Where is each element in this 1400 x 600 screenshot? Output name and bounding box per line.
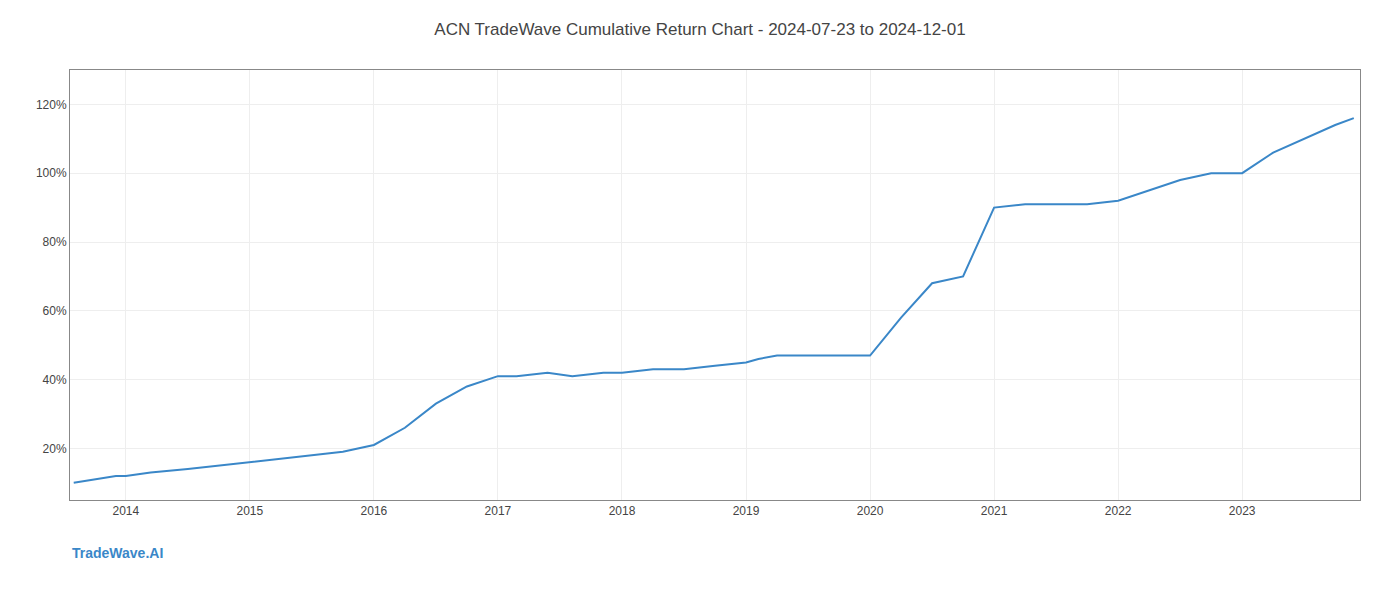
svg-text:2014: 2014 [112,504,139,518]
svg-text:2021: 2021 [981,504,1008,518]
svg-text:60%: 60% [43,304,67,318]
svg-text:2022: 2022 [1105,504,1132,518]
svg-text:2018: 2018 [609,504,636,518]
svg-text:2015: 2015 [237,504,264,518]
svg-text:2023: 2023 [1229,504,1256,518]
svg-text:80%: 80% [43,235,67,249]
svg-text:100%: 100% [36,166,67,180]
svg-text:TradeWave.AI: TradeWave.AI [72,545,163,561]
svg-text:40%: 40% [43,373,67,387]
svg-text:2016: 2016 [361,504,388,518]
svg-text:20%: 20% [43,442,67,456]
svg-text:120%: 120% [36,98,67,112]
svg-text:ACN TradeWave Cumulative Retur: ACN TradeWave Cumulative Return Chart - … [434,20,965,39]
svg-text:2020: 2020 [857,504,884,518]
svg-text:2019: 2019 [733,504,760,518]
svg-text:2017: 2017 [485,504,512,518]
